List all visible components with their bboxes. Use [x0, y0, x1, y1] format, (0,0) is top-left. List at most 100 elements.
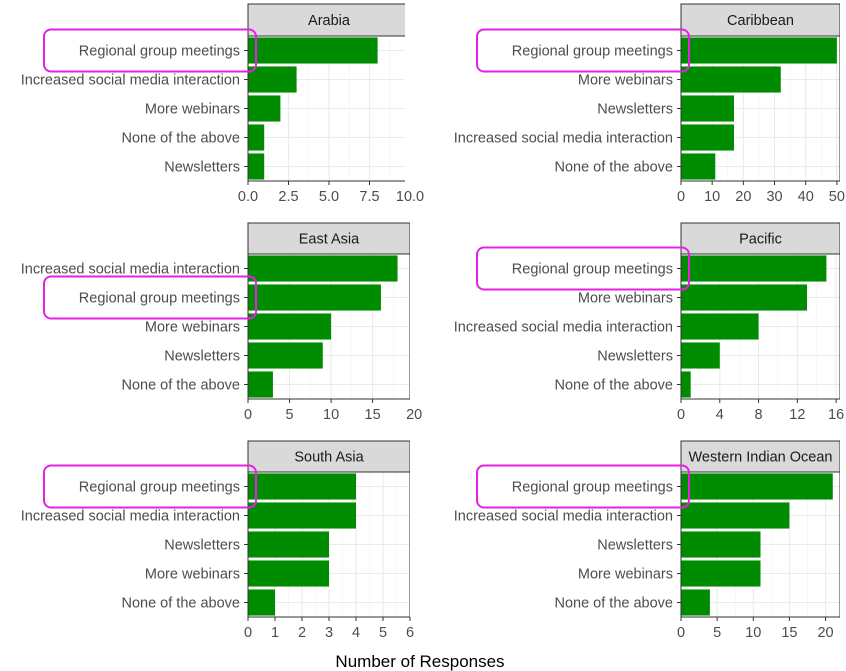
- facet-strip: [680, 440, 840, 473]
- x-tick-label: 3: [325, 625, 333, 641]
- category-label: None of the above: [554, 160, 673, 176]
- facet-strip: [680, 3, 840, 37]
- bar: [248, 473, 356, 500]
- highlight-box: [476, 28, 690, 73]
- category-label: Increased social media interaction: [454, 131, 673, 147]
- category-label: Increased social media interaction: [21, 509, 240, 525]
- category-label: Newsletters: [164, 538, 240, 554]
- x-tick-label: 1: [271, 625, 279, 641]
- category-label: None of the above: [121, 378, 240, 394]
- highlight-box: [43, 464, 257, 509]
- x-tick-label: 0.0: [238, 189, 258, 205]
- x-tick-label: 5: [713, 625, 721, 641]
- x-tick-label: 40: [798, 189, 814, 205]
- bar: [248, 153, 265, 180]
- bar: [681, 560, 761, 587]
- x-tick-label: 12: [789, 407, 805, 423]
- facet-panel: South Asia Regional group meetings Increas…: [21, 440, 414, 641]
- category-label: More webinars: [578, 567, 673, 583]
- category-label: More webinars: [145, 567, 240, 583]
- facet-strip-title: Caribbean: [727, 13, 794, 29]
- facet-panel: Arabia Regional group meetings Increased s…: [21, 3, 424, 205]
- x-tick-label: 6: [406, 625, 414, 641]
- x-tick-label: 5.0: [319, 189, 339, 205]
- facet-panel-area: Western Indian Ocean: [680, 440, 840, 618]
- category-label: Newsletters: [597, 349, 673, 365]
- facet-panel-area: East Asia: [247, 222, 410, 400]
- bar: [248, 37, 378, 64]
- x-tick-label: 30: [766, 189, 782, 205]
- category-label: Regional group meetings: [79, 44, 240, 60]
- bar: [681, 502, 790, 529]
- facet-strip-title: Western Indian Ocean: [688, 450, 832, 466]
- x-tick-label: 20: [735, 189, 751, 205]
- bar: [681, 124, 734, 151]
- category-label: More webinars: [145, 102, 240, 118]
- facet-panel: Caribbean Regional group meetings More web…: [454, 3, 845, 205]
- category-label: None of the above: [121, 596, 240, 612]
- bar: [681, 313, 759, 340]
- category-label: Increased social media interaction: [21, 262, 240, 278]
- bar: [248, 313, 332, 340]
- bar: [248, 371, 273, 398]
- x-tick-label: 0: [677, 407, 685, 423]
- x-tick-label: 0: [244, 407, 252, 423]
- x-tick-label: 0: [677, 189, 685, 205]
- category-label: Newsletters: [597, 102, 673, 118]
- facet-strip-title: Arabia: [308, 13, 351, 29]
- category-label: Regional group meetings: [512, 44, 673, 60]
- bar: [681, 66, 781, 93]
- highlight-box: [43, 28, 257, 73]
- bar: [681, 284, 808, 311]
- bar: [681, 371, 691, 398]
- bar: [248, 531, 329, 558]
- x-tick-label: 0: [677, 625, 685, 641]
- x-tick-label: 10: [323, 407, 339, 423]
- bar: [248, 342, 323, 369]
- bar: [681, 342, 720, 369]
- category-label: Newsletters: [164, 160, 240, 176]
- facet-panel-area: South Asia: [247, 440, 410, 618]
- category-label: None of the above: [554, 596, 673, 612]
- x-tick-label: 7.5: [359, 189, 379, 205]
- x-tick-label: 2: [298, 625, 306, 641]
- category-label: More webinars: [578, 73, 673, 89]
- facet-panel: Western Indian Ocean Regional group meeti…: [454, 440, 840, 641]
- x-tick-label: 10: [704, 189, 720, 205]
- category-label: None of the above: [121, 131, 240, 147]
- x-tick-label: 5: [379, 625, 387, 641]
- category-label: Increased social media interaction: [454, 509, 673, 525]
- bar: [681, 95, 734, 122]
- category-label: Regional group meetings: [512, 262, 673, 278]
- x-tick-label: 8: [755, 407, 763, 423]
- bar: [681, 531, 761, 558]
- bar: [248, 66, 297, 93]
- bar: [681, 473, 833, 500]
- bar: [681, 255, 827, 282]
- category-label: More webinars: [578, 291, 673, 307]
- category-label: Regional group meetings: [79, 480, 240, 496]
- category-label: Regional group meetings: [512, 480, 673, 496]
- facet-strip-title: Pacific: [739, 232, 782, 248]
- x-axis-title: Number of Responses: [335, 652, 504, 671]
- facet-panel: Pacific Regional group meetings More webin…: [454, 222, 844, 423]
- bar: [248, 502, 356, 529]
- category-label: Regional group meetings: [79, 291, 240, 307]
- bar: [681, 153, 716, 180]
- x-tick-label: 5: [285, 407, 293, 423]
- bar: [681, 37, 837, 64]
- category-label: None of the above: [554, 378, 673, 394]
- bar: [248, 95, 281, 122]
- bar: [248, 255, 398, 282]
- x-tick-label: 16: [828, 407, 844, 423]
- facet-strip: [247, 3, 405, 37]
- x-tick-label: 4: [352, 625, 360, 641]
- highlight-box: [43, 275, 257, 320]
- x-tick-label: 2.5: [278, 189, 298, 205]
- facet-panel-area: Caribbean: [680, 3, 840, 182]
- x-tick-label: 20: [817, 625, 833, 641]
- x-tick-label: 10: [745, 625, 761, 641]
- highlight-box: [476, 464, 690, 509]
- category-label: Newsletters: [597, 538, 673, 554]
- x-tick-label: 4: [716, 407, 724, 423]
